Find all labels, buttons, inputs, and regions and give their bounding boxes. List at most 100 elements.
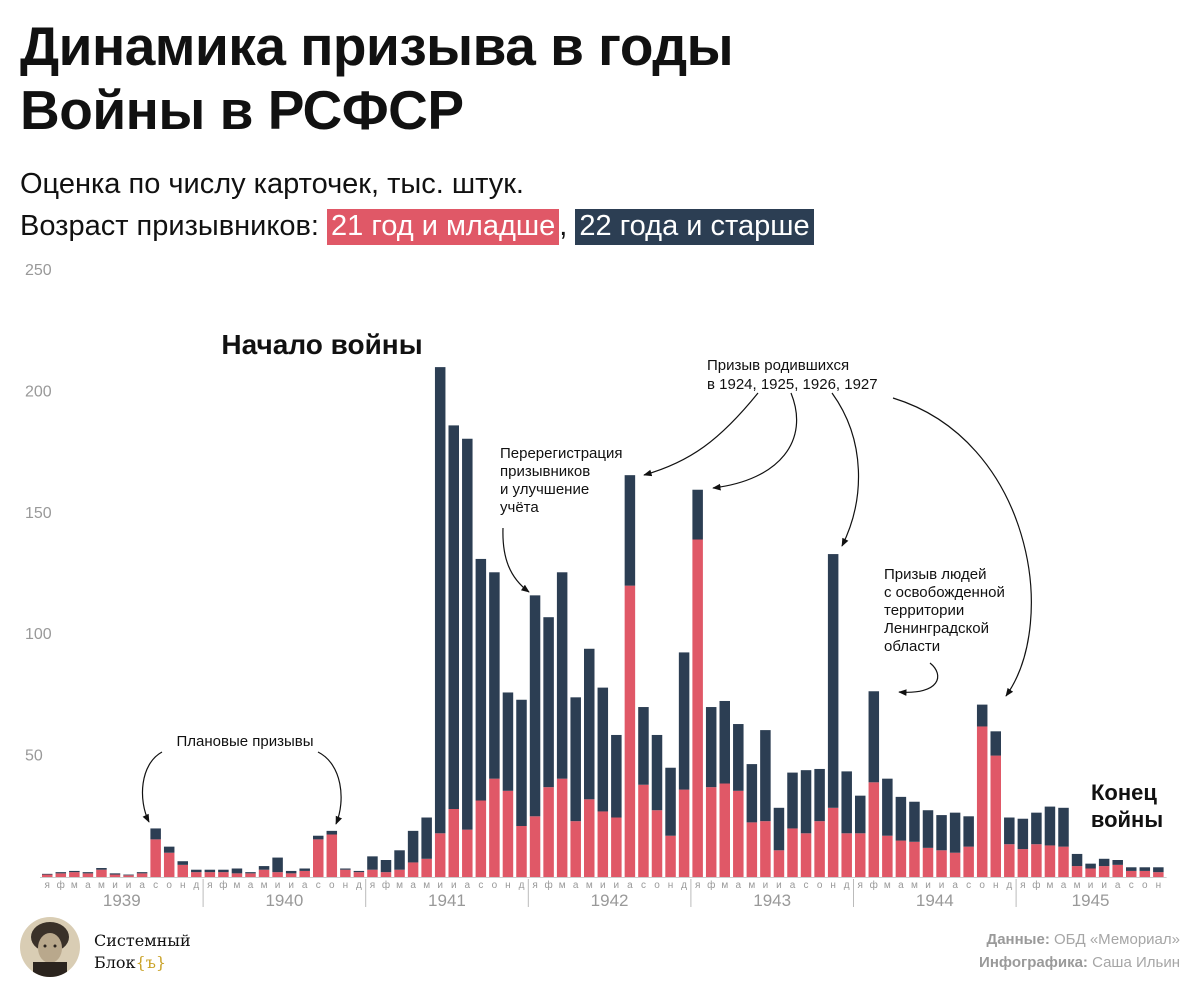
bar-young (990, 755, 1001, 877)
bar-young (326, 834, 338, 877)
bar-young (55, 873, 67, 877)
month-tick-label: а (736, 880, 742, 891)
bar-young (407, 862, 419, 877)
annotation-liberated: Призыв людей с освобожденной территории … (884, 566, 1009, 655)
chart-title: Динамика призыва в годы Войны в РСФСР (20, 15, 734, 141)
bar-old (42, 873, 53, 875)
legend-old: 22 года и старше (575, 209, 814, 245)
bar-young (1112, 864, 1123, 877)
month-tick-label: м (98, 880, 105, 891)
bar-young (827, 807, 839, 877)
bar-old (651, 734, 663, 811)
bar-old (204, 869, 216, 873)
month-tick-label: д (1006, 880, 1012, 891)
y-tick-label: 200 (25, 383, 52, 400)
bar-young (1004, 844, 1015, 877)
bar-old (407, 830, 419, 863)
bar-young (570, 821, 581, 877)
month-tick-label: а (85, 880, 91, 891)
y-tick-label: 250 (25, 262, 52, 279)
bar-old (909, 801, 920, 842)
bar-young (1044, 845, 1056, 877)
month-tick-label: м (911, 880, 918, 891)
month-tick-label: ф (707, 879, 715, 891)
bar-young (285, 873, 297, 877)
bar-young (814, 821, 825, 877)
y-tick-label: 100 (25, 626, 52, 643)
month-tick-label: а (573, 880, 579, 891)
month-tick-label: м (71, 880, 78, 891)
bar-young (516, 826, 527, 877)
credit-data-value: ОБД «Мемориал» (1049, 931, 1180, 948)
arrow-planned-right (317, 751, 343, 825)
month-tick-label: а (898, 880, 904, 891)
bar-old (421, 817, 432, 859)
bar-old (570, 697, 581, 822)
bar-young (624, 585, 636, 877)
bar-old (353, 870, 365, 873)
month-tick-label: ф (870, 879, 878, 891)
month-tick-label: и (126, 880, 132, 891)
month-tick-label: м (261, 880, 268, 891)
bar-young (841, 833, 852, 877)
bar-old (1004, 817, 1015, 845)
bar-young (787, 828, 798, 877)
bar-young (489, 778, 500, 877)
bar-old (272, 857, 283, 873)
bar-young (760, 821, 771, 877)
month-tick-label: и (939, 880, 945, 891)
bar-old (1139, 867, 1151, 871)
legend-separator: , (559, 210, 568, 242)
month-tick-label: с (966, 880, 971, 891)
month-tick-label: я (858, 880, 863, 891)
bar-old (462, 438, 473, 830)
bar-young (245, 873, 256, 877)
bar-old (597, 687, 609, 812)
bar-old (1126, 867, 1137, 871)
bar-old (529, 595, 541, 817)
bar-old (638, 707, 649, 785)
month-tick-label: а (952, 880, 958, 891)
year-label: 1939 (103, 891, 141, 910)
bar-old (611, 734, 622, 818)
bar-old (123, 874, 134, 876)
month-tick-label: о (329, 880, 335, 891)
month-tick-label: с (316, 880, 321, 891)
bar-young (936, 850, 947, 877)
bar-old (313, 835, 324, 840)
month-tick-label: с (1129, 880, 1134, 891)
bar-old (882, 778, 893, 836)
bar-old (55, 872, 67, 874)
bar-old (150, 828, 161, 840)
y-axis: 50 100 150 200 250 (25, 262, 52, 765)
bar-old (814, 768, 825, 822)
bar-young (204, 872, 216, 877)
month-tick-label: м (234, 880, 241, 891)
bar-old (665, 767, 676, 836)
bar-old (1085, 863, 1096, 869)
month-tick-label: д (844, 880, 850, 891)
month-tick-label: и (451, 880, 457, 891)
month-tick-label: ф (544, 879, 552, 891)
portrait-logo-icon (20, 917, 80, 977)
bar-old (434, 367, 446, 834)
bar-old (855, 795, 866, 834)
bar-young (692, 539, 703, 877)
bar-old (746, 764, 758, 823)
month-tick-label: м (1047, 880, 1054, 891)
bar-young (434, 833, 446, 877)
bar-young (1071, 866, 1083, 877)
month-tick-label: и (776, 880, 782, 891)
lib-line2: с освобожденной (884, 584, 1005, 601)
credit-data-label: Данные: (986, 931, 1050, 948)
month-tick-label: а (790, 880, 796, 891)
legend: Возраст призывников: 21 год и младше, 22… (20, 206, 814, 246)
lib-line1: Призыв людей (884, 566, 986, 583)
credit-infographic-label: Инфографика: (979, 954, 1088, 971)
bar-young (638, 784, 649, 877)
brand-logo[interactable]: Системный Блок{ъ} (94, 930, 191, 974)
bar-old (109, 873, 121, 875)
bar-old (191, 869, 202, 873)
bar-young (82, 873, 94, 877)
bar-old (868, 691, 880, 783)
